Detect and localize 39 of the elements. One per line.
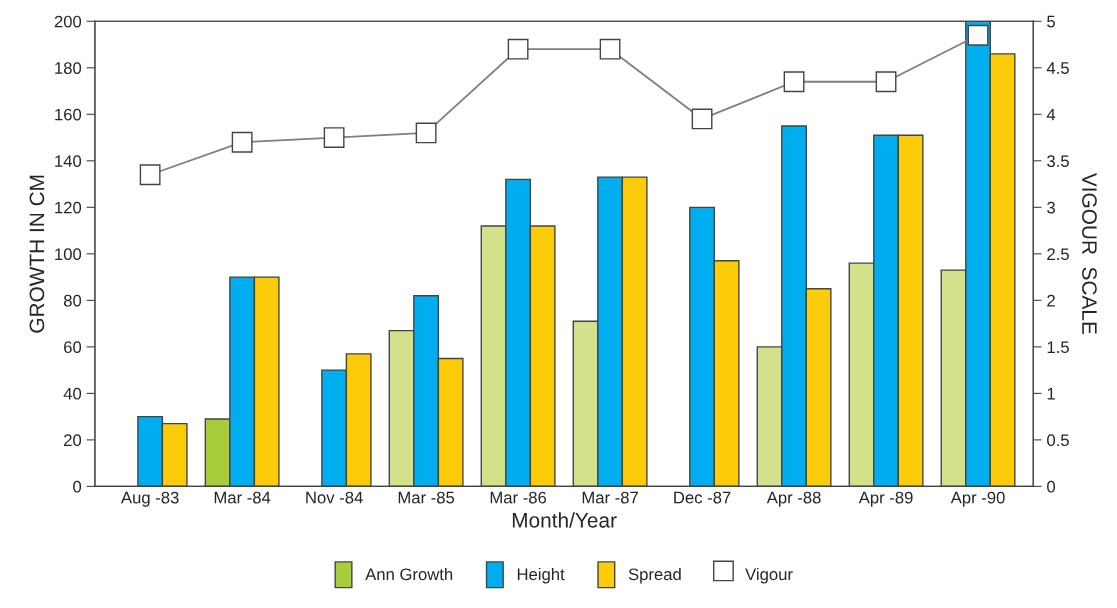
y-tick-label: 160 <box>55 108 82 121</box>
y2-tick-label: 3 <box>1047 201 1055 214</box>
y-tick-label: 180 <box>55 62 82 74</box>
y-tick-label: 0 <box>73 480 82 493</box>
y-tick-label: 120 <box>55 201 82 214</box>
x-tick-label: Apr -90 <box>950 491 1005 507</box>
y2-tick-label: 1 <box>1047 387 1055 400</box>
y-tick-label: 60 <box>64 341 82 354</box>
y-axis-title: GROWTH IN CM <box>29 175 45 333</box>
legend-label: Vigour <box>745 567 793 584</box>
y2-tick-label: 0 <box>1047 480 1056 493</box>
x-tick-label: Mar -84 <box>214 491 271 504</box>
y2-tick-label: 2 <box>1047 294 1055 307</box>
x-axis-title: Month/Year <box>512 512 617 528</box>
legend-label: Spread <box>628 567 681 584</box>
y2-tick-label: 4.5 <box>1046 62 1069 74</box>
y-tick-label: 100 <box>55 248 82 261</box>
x-tick-label: Mar -87 <box>582 491 638 504</box>
y2-tick-label: 5 <box>1047 15 1055 28</box>
x-tick-label: Apr -89 <box>858 491 913 507</box>
y-tick-label: 20 <box>64 434 82 447</box>
x-tick-label: Mar -85 <box>398 491 455 504</box>
legend-label: Ann Growth <box>365 567 453 581</box>
y2-tick-label: 3.5 <box>1047 155 1069 168</box>
y2-tick-label: 0.5 <box>1047 434 1069 447</box>
y2-tick-label: 4 <box>1046 108 1056 121</box>
y2-axis-title: VIGOUR SCALE <box>1082 172 1097 334</box>
x-tick-label: Dec -87 <box>674 491 731 504</box>
y-tick-label: 40 <box>63 387 82 400</box>
y-tick-label: 80 <box>63 294 82 307</box>
y2-tick-label: 2.5 <box>1047 248 1069 261</box>
x-tick-label: Aug -83 <box>120 491 179 507</box>
legend-label: Height <box>517 567 565 584</box>
x-tick-label: Mar -86 <box>490 491 547 504</box>
y-tick-label: 200 <box>54 15 82 28</box>
y2-tick-label: 1.5 <box>1047 341 1069 354</box>
x-tick-label: Apr -88 <box>766 491 821 507</box>
y-tick-label: 140 <box>55 155 82 168</box>
x-tick-label: Nov -84 <box>306 491 363 504</box>
